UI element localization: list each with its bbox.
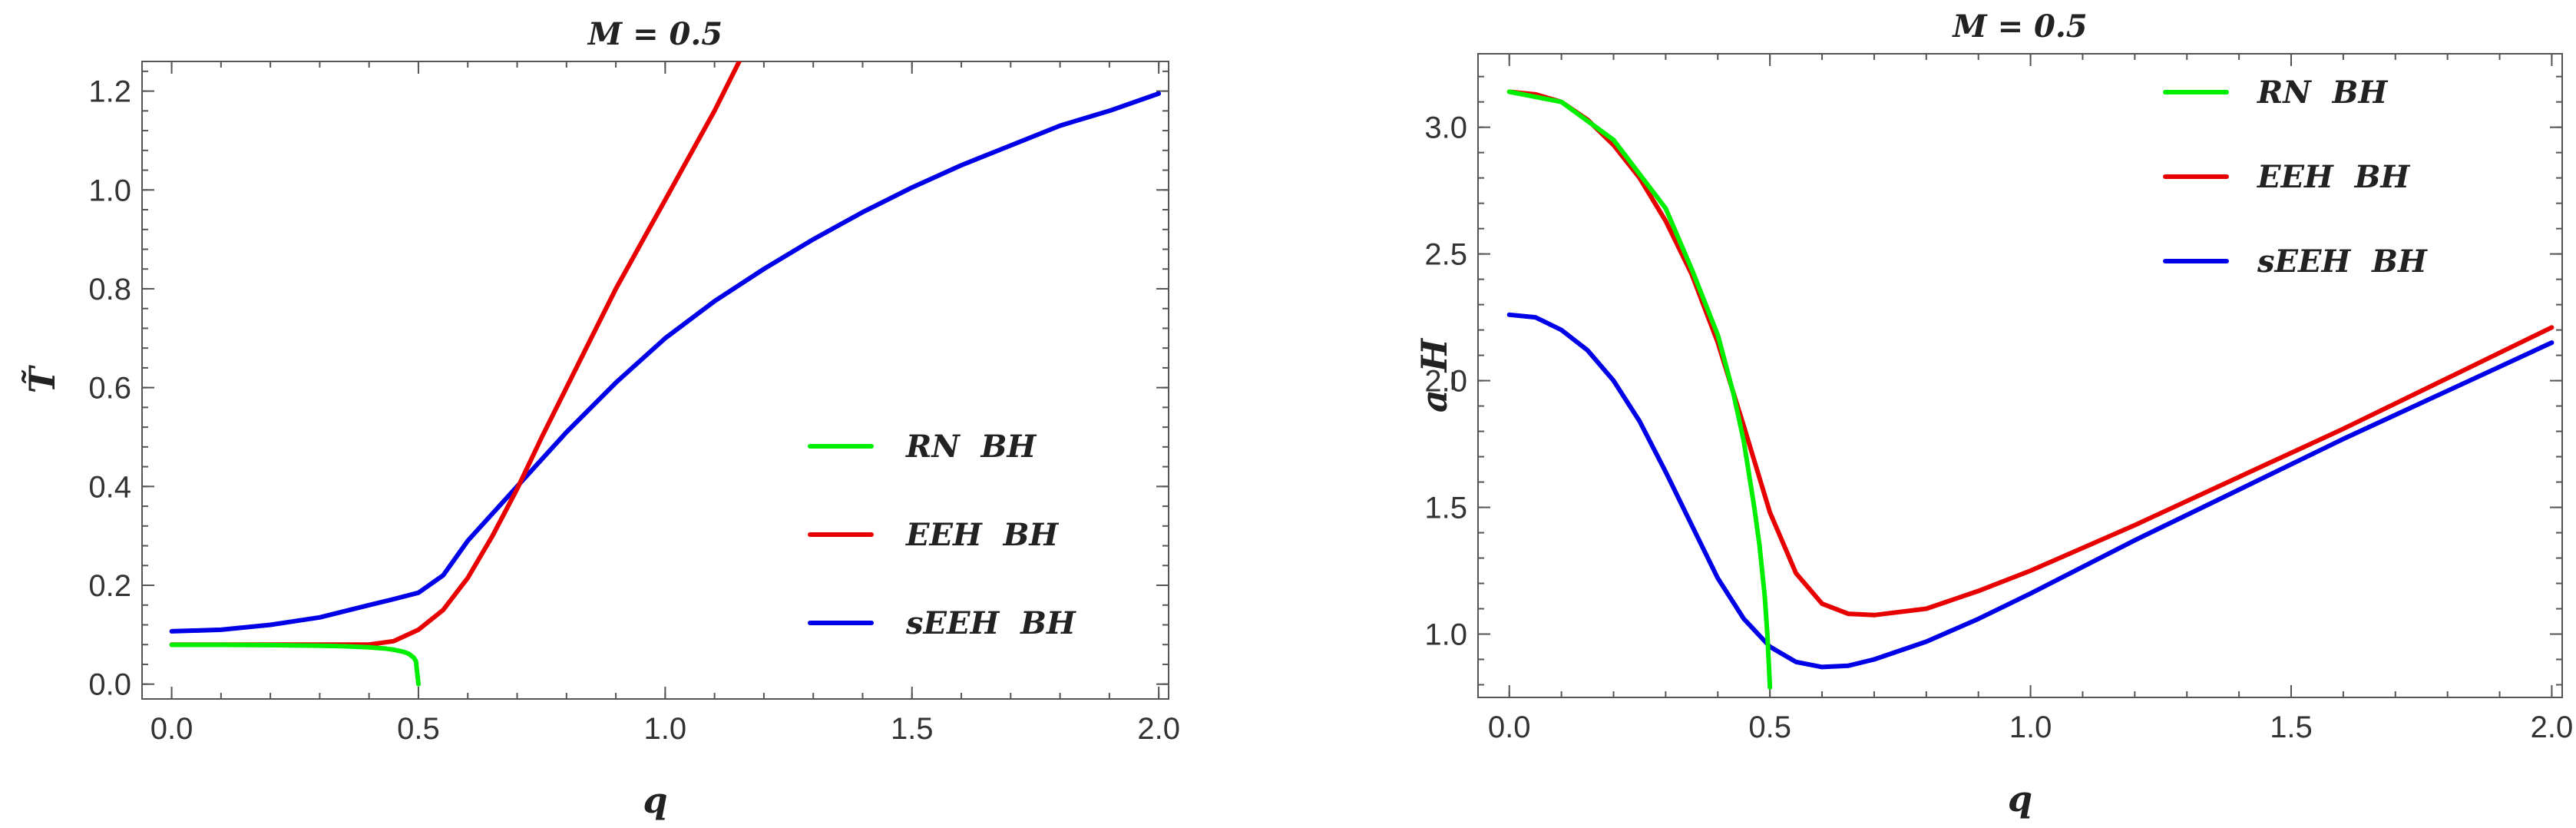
right-chart-y-tick-label: 1.5 <box>1424 492 1467 525</box>
right-chart-x-tick-label: 0.5 <box>1748 710 1791 744</box>
right-chart-series-line-2 <box>1506 312 2555 670</box>
right-chart-frame <box>1477 53 2563 698</box>
right-chart-y-tick-label: 1.0 <box>1424 618 1467 652</box>
right-chart-y-tick-label: 2.0 <box>1424 365 1467 399</box>
left-chart-y-tick-label: 0.6 <box>88 372 131 406</box>
left-chart-x-tick-label: 0.0 <box>150 712 193 746</box>
left-chart-minor-ticks <box>142 61 1169 699</box>
left-chart-frame <box>141 61 1169 700</box>
left-chart: M = 0.5 q T̃ 0.0 0.5 1.0 1.5 2.0 0.0 0.2 0.4 0.6… <box>21 16 1180 821</box>
right-chart-legend-label: RN BH <box>2257 75 2388 111</box>
left-chart-legend-label: sEEH BH <box>905 605 1076 641</box>
left-chart-series-line-0 <box>169 642 421 687</box>
left-chart-y-tick-label: 0.8 <box>88 273 131 306</box>
left-chart-y-axis-label: T̃ <box>21 364 63 393</box>
left-chart-legend-label: RN BH <box>905 429 1037 465</box>
right-chart-x-tick-label: 0.0 <box>1488 710 1531 744</box>
left-chart-title: M = 0.5 <box>587 16 723 52</box>
right-chart-legend: RN BH EEH BH sEEH BH <box>2163 75 2428 280</box>
left-chart-series-line-2 <box>169 91 1162 634</box>
left-chart-y-tick-label: 1.0 <box>88 174 131 207</box>
right-chart-y-tick-label: 3.0 <box>1424 111 1467 145</box>
right-chart: M = 0.5 q a_H 0.0 0.5 1.0 1.5 2.0 1.0 1.5 2.0 2.… <box>1414 8 2573 820</box>
right-chart-title: M = 0.5 <box>1951 8 2087 45</box>
right-chart-x-tick-label: 1.0 <box>2009 710 2052 744</box>
left-chart-x-tick-label: 2.0 <box>1137 712 1180 746</box>
left-chart-y-tick-label: 0.2 <box>88 569 131 603</box>
left-chart-series-group <box>169 61 1162 687</box>
left-chart-x-axis-label: q <box>643 780 667 821</box>
left-chart-y-tick-label: 1.2 <box>88 75 131 109</box>
left-chart-y-tick-label: 0.4 <box>88 470 131 504</box>
right-chart-y-axis-label: a_H <box>1414 337 1455 412</box>
left-chart-x-tick-label: 1.5 <box>891 712 934 746</box>
left-chart-legend: RN BH EEH BH sEEH BH <box>808 429 1076 641</box>
right-chart-legend-label: sEEH BH <box>2257 243 2428 280</box>
right-chart-legend-label: EEH BH <box>2257 159 2410 195</box>
right-chart-y-tick-label: 2.5 <box>1424 238 1467 272</box>
right-chart-series-line-1 <box>1506 89 2555 618</box>
left-chart-y-tick-label: 0.0 <box>88 668 131 702</box>
left-chart-legend-label: EEH BH <box>905 517 1059 553</box>
right-chart-x-tick-label: 1.5 <box>2270 710 2313 744</box>
right-chart-x-axis-label: q <box>2008 778 2032 820</box>
right-chart-series-line-0 <box>1506 89 1773 690</box>
left-chart-x-tick-label: 1.0 <box>644 712 687 746</box>
left-chart-x-tick-label: 0.5 <box>397 712 440 746</box>
right-chart-series-group <box>1506 89 2555 690</box>
right-chart-x-tick-label: 2.0 <box>2531 710 2574 744</box>
